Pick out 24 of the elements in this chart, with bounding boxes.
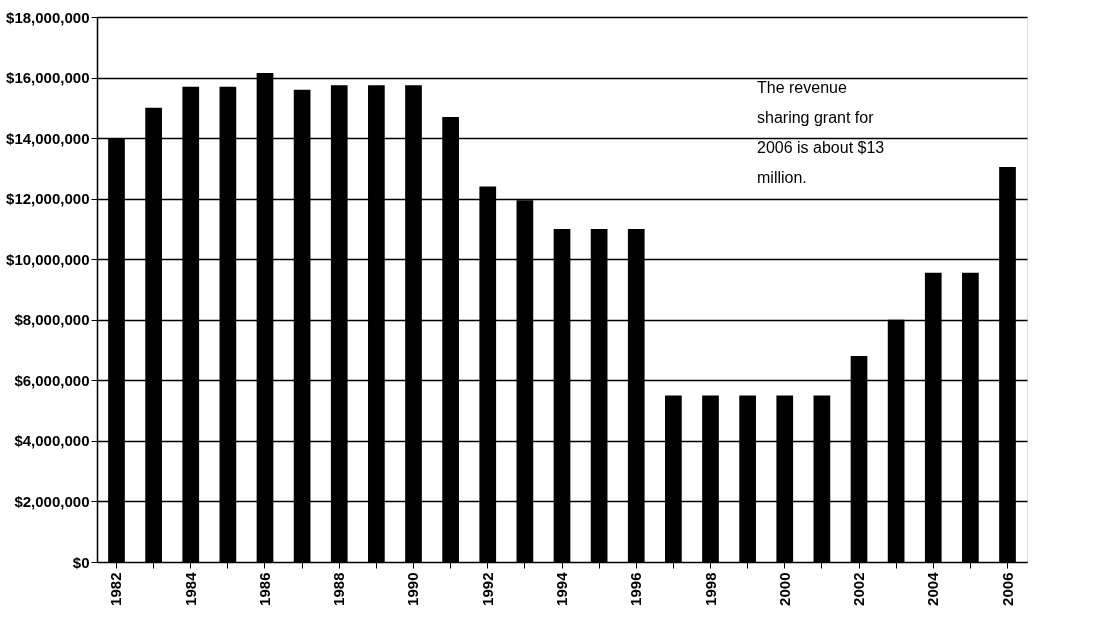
x-tick-label: 1992 bbox=[478, 572, 496, 606]
annotation: The revenue sharing grant for 2006 is about $13 million. bbox=[757, 79, 885, 187]
y-tick-label: $18,000,000 bbox=[6, 8, 90, 26]
y-tick-label: $16,000,000 bbox=[6, 69, 90, 87]
x-tick-label: 1996 bbox=[627, 572, 645, 606]
y-tick-label: $8,000,000 bbox=[14, 311, 90, 329]
y-tick-label: $14,000,000 bbox=[6, 129, 90, 147]
y-tick-label: $10,000,000 bbox=[6, 250, 90, 268]
x-tick-label: 1998 bbox=[701, 572, 719, 606]
x-tick-label: 1984 bbox=[181, 571, 199, 606]
x-tick-label: 1988 bbox=[330, 572, 348, 606]
y-tick-label: $4,000,000 bbox=[14, 432, 90, 450]
y-tick-label: $0 bbox=[72, 553, 90, 571]
x-tick-label: 2000 bbox=[775, 572, 793, 606]
x-tick-label: 2004 bbox=[924, 571, 942, 606]
y-tick-label: $2,000,000 bbox=[14, 492, 90, 510]
y-tick-label: $12,000,000 bbox=[6, 190, 90, 208]
x-tick-label: 1990 bbox=[404, 572, 422, 606]
x-tick-label: 2006 bbox=[998, 572, 1016, 606]
y-tick-label: $6,000,000 bbox=[14, 371, 90, 389]
x-tick-label: 1986 bbox=[255, 572, 273, 606]
x-tick-label: 1982 bbox=[107, 572, 125, 606]
x-tick-label: 2002 bbox=[850, 572, 868, 606]
x-tick-label: 1994 bbox=[553, 571, 570, 606]
